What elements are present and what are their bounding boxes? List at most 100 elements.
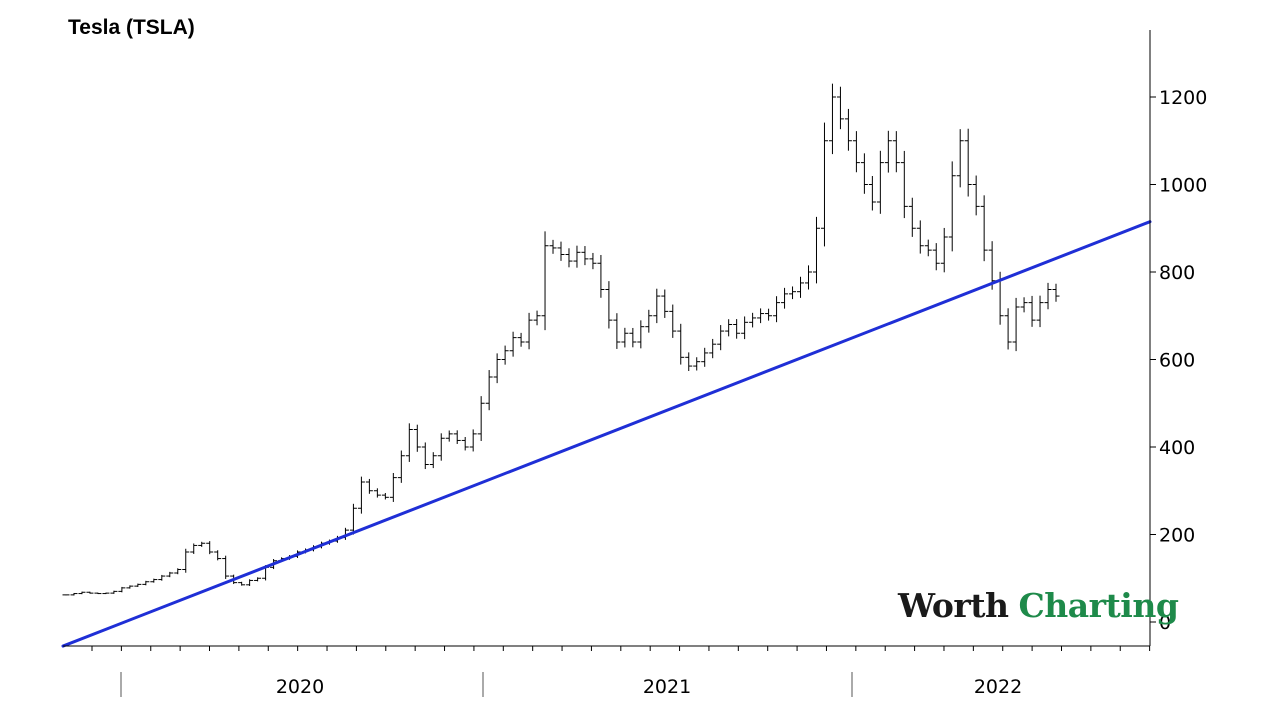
ohlc-bar [924,239,932,257]
ohlc-bar [357,476,365,514]
ohlc-bar [246,579,254,586]
ohlc-bar [198,541,206,547]
ohlc-bar [749,312,757,328]
ohlc-bar [150,578,158,583]
ohlc-bar [757,308,765,324]
ohlc-bar [453,430,461,444]
ohlc-bar [956,129,964,188]
ohlc-bar [365,478,373,494]
ohlc-bar [445,430,453,442]
ohlc-bar [812,216,820,284]
ohlc-bar [613,313,621,349]
ohlc-bar [349,503,357,535]
ohlc-bar [932,243,940,271]
ohlc-bar [916,220,924,254]
ohlc-bar [820,122,828,247]
ohlc-bar [437,433,445,461]
ohlc-bar [429,452,437,469]
ohlc-bar [126,585,134,589]
y-tick-label: 600 [1159,350,1195,372]
ohlc-bar [1044,282,1052,310]
ohlc-bar [661,289,669,318]
ohlc-bar [477,396,485,441]
ohlc-bar [573,245,581,268]
ohlc-bar [78,591,86,595]
y-tick-label: 400 [1159,437,1195,459]
ohlc-bar [533,310,541,326]
ohlc-bar [1028,295,1036,327]
ohlc-bar [701,347,709,367]
ohlc-bar [852,131,860,173]
ohlc-bar [1020,297,1028,313]
ohlc-bar [70,592,78,596]
ohlc-bar [405,423,413,462]
y-tick-label: 800 [1159,262,1195,284]
ohlc-bar [605,281,613,329]
ohlc-bar [781,287,789,309]
ohlc-bar [860,153,868,194]
ohlc-bar [653,288,661,324]
ohlc-bar [110,590,118,594]
ohlc-bar [828,83,836,155]
ohlc-bar [1012,297,1020,352]
ohlc-bar [102,592,110,595]
ohlc-bar [1004,308,1012,350]
y-tick-label: 200 [1159,525,1195,547]
ohlc-bar [1052,283,1060,302]
ohlc-bar [134,583,142,587]
ohlc-bar [948,161,956,252]
ohlc-bar [972,175,980,216]
y-tick-label: 1200 [1159,87,1207,109]
ohlc-bar [844,108,852,151]
ohlc-bar [1036,295,1044,328]
ohlc-bar [733,319,741,339]
ohlc-bar [397,450,405,483]
ohlc-bar [525,312,533,350]
x-year-label: 2020 [276,676,324,698]
ohlc-bar [166,571,174,578]
ohlc-bar [805,265,812,290]
ohlc-bar [517,332,525,347]
ohlc-bar [421,442,429,470]
ohlc-bar [717,325,725,351]
ohlc-bar [836,86,844,130]
ohlc-bar [964,128,972,197]
x-year-label: 2022 [974,676,1022,698]
x-axis: 2020 2021 2022 [63,645,1151,698]
ohlc-bar [485,370,493,411]
ohlc-bar [557,241,565,261]
ohlc-bar [908,197,916,237]
ohlc-bar [461,436,469,451]
ohlc-bar [629,327,637,348]
ohlc-bar [254,577,262,582]
trendline [61,220,1152,648]
ohlc-bar [581,246,589,266]
ohlc-bar [142,580,150,586]
ohlc-bar [597,254,605,298]
ohlc-bar [469,429,477,452]
ohlc-bar [190,543,198,554]
ohlc-bar [637,320,645,349]
ohlc-bar [158,574,166,581]
ohlc-bar [868,176,876,211]
ohlc-series [62,83,1060,596]
y-tick-label: 1000 [1159,175,1207,197]
ohlc-bar [541,231,549,331]
ohlc-bar [238,581,246,586]
ohlc-bar [797,276,805,298]
ohlc-bar [94,592,102,595]
ohlc-bar [677,323,685,365]
y-tick-label: 0 [1159,612,1171,634]
x-year-label: 2021 [643,676,691,698]
ohlc-bar [214,550,222,561]
ohlc-bar [565,248,573,268]
ohlc-bar [174,568,182,575]
ohlc-bar [501,345,509,365]
ohlc-bar [62,594,70,596]
ohlc-bar [389,472,397,502]
ohlc-bar [900,150,908,219]
ohlc-bar [685,352,693,371]
ohlc-bar [669,304,677,338]
ohlc-bar [765,308,773,321]
